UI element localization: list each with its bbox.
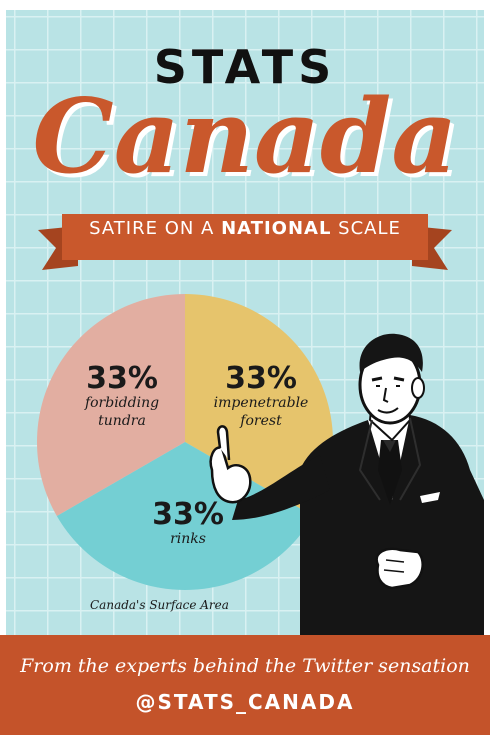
slice-value-tundra: 33% <box>86 361 158 396</box>
banner-post: SCALE <box>331 218 401 239</box>
footer-tagline: From the experts behind the Twitter sens… <box>20 655 470 677</box>
banner-bold: NATIONAL <box>221 218 332 239</box>
slice-value-forest: 33% <box>225 361 297 396</box>
slice-value-rinks: 33% <box>152 497 224 532</box>
slice-name-tundra: forbidding tundra <box>84 395 160 429</box>
chart-title: Canada's Surface Area <box>90 598 229 612</box>
slice-label-rinks: 33% rinks <box>128 498 248 549</box>
banner-ribbon <box>38 214 452 270</box>
banner-pre: SATIRE ON A <box>89 218 222 239</box>
footer-band <box>0 635 490 735</box>
slice-name-rinks: rinks <box>170 531 206 547</box>
banner-subtitle: SATIRE ON A NATIONAL SCALE <box>0 220 490 238</box>
pie-slice-rinks <box>36 294 185 516</box>
slice-name-forest: impenetrable forest <box>213 395 309 429</box>
footer-handle: @STATS_CANADA <box>135 690 355 714</box>
slice-label-tundra: 33% forbidding tundra <box>62 362 182 430</box>
title-stats: STATS <box>153 40 337 94</box>
title-canada: Canada <box>32 77 458 197</box>
slice-label-forest: 33% impenetrable forest <box>196 362 326 430</box>
